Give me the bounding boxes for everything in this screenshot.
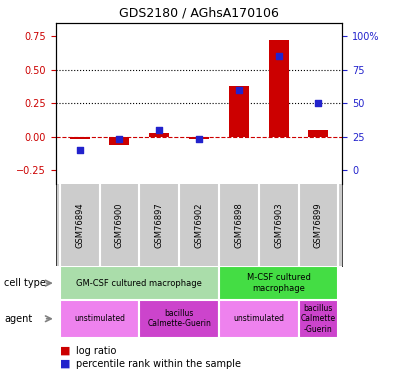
Text: GSM76897: GSM76897: [155, 202, 164, 248]
Text: ■: ■: [60, 346, 70, 355]
Text: log ratio: log ratio: [76, 346, 116, 355]
Bar: [109, 137, 129, 145]
Point: [76, 147, 83, 153]
Text: unstimulated: unstimulated: [74, 314, 125, 323]
Bar: [219, 266, 338, 300]
Bar: [229, 86, 249, 137]
Bar: [308, 130, 328, 137]
Text: GSM76900: GSM76900: [115, 202, 124, 248]
Bar: [149, 133, 169, 137]
Bar: [70, 137, 90, 140]
Point: [236, 87, 242, 93]
Text: GSM76899: GSM76899: [314, 202, 323, 248]
Bar: [298, 300, 338, 338]
Text: bacillus
Calmette
-Guerin: bacillus Calmette -Guerin: [301, 304, 336, 334]
Text: GM-CSF cultured macrophage: GM-CSF cultured macrophage: [76, 279, 202, 288]
Text: bacillus
Calmette-Guerin: bacillus Calmette-Guerin: [147, 309, 211, 328]
Bar: [219, 300, 298, 338]
Title: GDS2180 / AGhsA170106: GDS2180 / AGhsA170106: [119, 7, 279, 20]
Text: unstimulated: unstimulated: [233, 314, 284, 323]
Point: [156, 127, 162, 133]
Point: [196, 136, 202, 142]
Bar: [269, 40, 289, 137]
Text: GSM76903: GSM76903: [274, 202, 283, 248]
Text: GSM76898: GSM76898: [234, 202, 243, 248]
Text: ■: ■: [60, 359, 70, 369]
Bar: [189, 137, 209, 140]
Point: [275, 53, 282, 59]
Text: GSM76902: GSM76902: [195, 202, 203, 248]
Point: [116, 136, 123, 142]
Text: percentile rank within the sample: percentile rank within the sample: [76, 359, 241, 369]
Text: cell type: cell type: [4, 278, 46, 288]
Text: agent: agent: [4, 314, 32, 324]
Bar: [60, 300, 139, 338]
Text: M-CSF cultured
macrophage: M-CSF cultured macrophage: [247, 273, 310, 293]
Text: GSM76894: GSM76894: [75, 202, 84, 248]
Point: [315, 100, 322, 106]
Bar: [139, 300, 219, 338]
Bar: [60, 266, 219, 300]
